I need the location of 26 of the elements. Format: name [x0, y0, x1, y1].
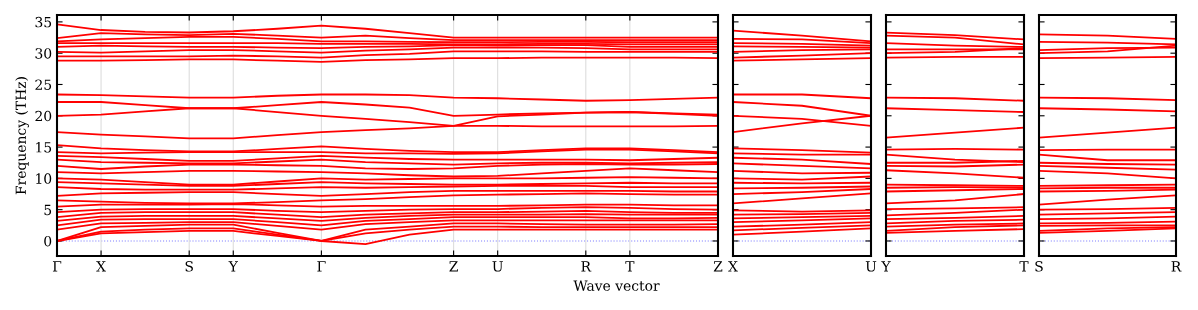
x-tick-label: Z: [713, 261, 723, 272]
x-tick-label: S: [185, 261, 193, 272]
x-tick-label: R: [1171, 261, 1182, 272]
y-tick-label: 15: [36, 142, 52, 153]
y-tick-label: 25: [35, 79, 52, 90]
y-tick-label: 30: [35, 48, 52, 59]
y-axis-title: Frequency (THz): [15, 77, 29, 195]
y-tick-label: 10: [36, 173, 52, 184]
x-tick-label: Γ: [52, 261, 62, 272]
y-tick-label: 5: [44, 204, 52, 216]
x-tick-label: X: [728, 261, 738, 272]
x-tick-label: T: [625, 261, 635, 272]
y-tick-label: 35: [35, 16, 52, 28]
y-tick-label: 20: [35, 110, 52, 122]
x-tick-label: T: [1019, 261, 1029, 272]
x-tick-label: U: [865, 261, 877, 272]
y-tick-label: 0: [44, 235, 52, 247]
x-tick-label: Z: [449, 261, 458, 272]
x-tick-label: Γ: [317, 261, 326, 272]
x-axis-title: Wave vector: [573, 280, 660, 291]
x-tick-label: Y: [228, 261, 238, 272]
x-tick-label: X: [96, 261, 106, 272]
x-tick-label: Y: [881, 261, 891, 272]
x-tick-label: R: [581, 261, 592, 272]
x-tick-label: U: [492, 261, 503, 272]
x-tick-label: S: [1035, 261, 1043, 272]
